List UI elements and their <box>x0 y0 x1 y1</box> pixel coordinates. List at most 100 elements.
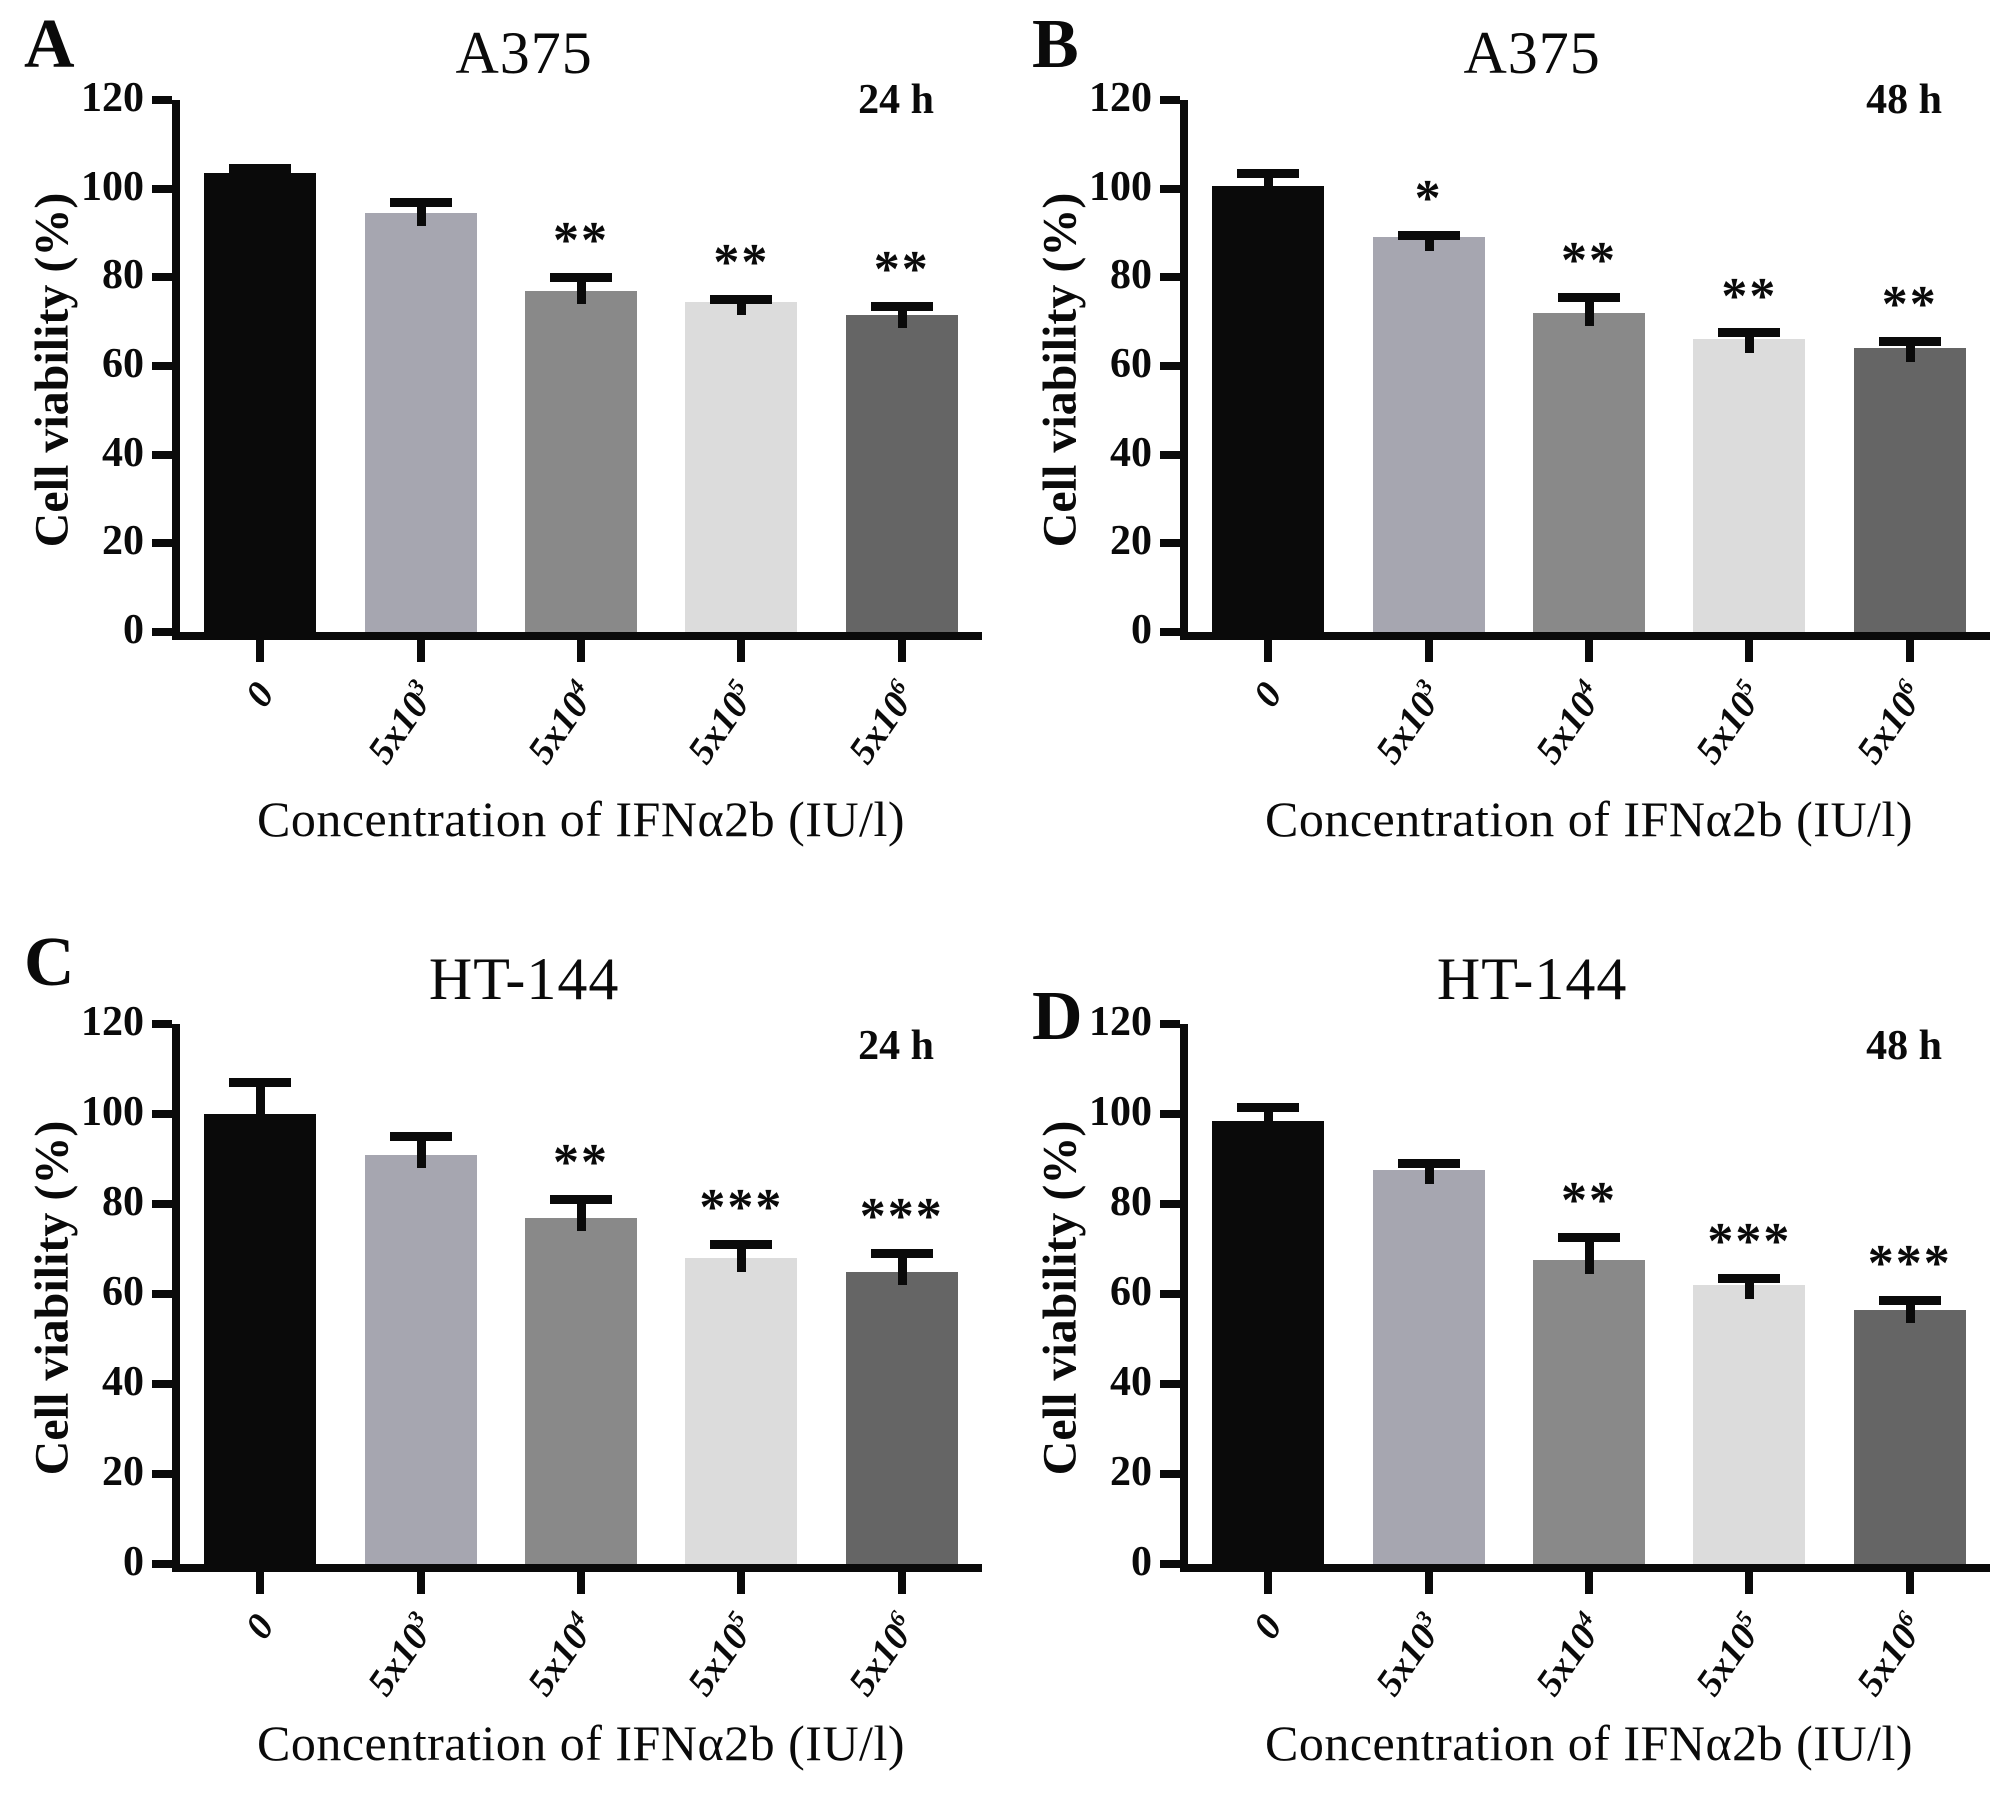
bar-5x104 <box>525 1217 637 1564</box>
y-tick-label: 0 <box>123 1539 144 1585</box>
error-bar-stem <box>1745 328 1755 353</box>
y-tick-mark <box>1160 362 1180 370</box>
y-tick-label: 0 <box>1131 1539 1152 1585</box>
y-tick-label: 120 <box>81 75 144 121</box>
y-tick-mark <box>1160 450 1180 459</box>
y-tick-mark <box>152 273 172 282</box>
significance-stars: *** <box>1707 1212 1792 1270</box>
y-tick-label: 0 <box>1131 607 1152 653</box>
y-tick-label: 40 <box>1110 429 1152 476</box>
error-bar-cap <box>870 301 933 311</box>
y-tick-mark <box>1160 1200 1180 1209</box>
time-label: 24 h <box>858 1023 934 1069</box>
x-tick-mark <box>1585 640 1593 662</box>
y-tick-mark <box>152 1380 172 1389</box>
y-tick-label: 20 <box>102 518 144 565</box>
y-tick-label: 40 <box>1110 1359 1152 1406</box>
bar-5x106 <box>1853 1309 1966 1564</box>
plot-area: Concentration of IFNα2b (IU/l) 0 20 40 60 80… <box>81 77 982 847</box>
y-tick-label: 120 <box>1089 999 1152 1045</box>
error-bar-stem <box>416 197 426 227</box>
significance-stars: ** <box>873 240 930 298</box>
significance-stars: ** <box>713 234 770 292</box>
error-bar-cap <box>710 1240 773 1249</box>
x-tick-mark <box>1745 640 1754 662</box>
y-axis-label: Cell viability (%) <box>1033 1120 1087 1476</box>
error-bar-stem <box>1585 1233 1594 1274</box>
bar-5x103 <box>364 1154 477 1564</box>
x-axis-label: Concentration of IFNα2b (IU/l) <box>1264 1715 1913 1771</box>
y-tick-label: 100 <box>81 163 144 210</box>
error-bar-cap <box>1237 1102 1300 1112</box>
x-tick-mark <box>1905 640 1914 662</box>
panel-letter: C <box>24 924 75 1001</box>
bar-5x106 <box>845 1271 958 1564</box>
x-tick-mark <box>1264 1572 1273 1594</box>
error-bar-cap <box>389 1132 452 1141</box>
x-tick-mark <box>737 1572 746 1594</box>
y-tick-mark <box>1160 539 1180 548</box>
panel-a: A A375 24 h Cell viability (%) Concentra… <box>0 0 1008 900</box>
y-tick-label: 100 <box>1089 163 1152 210</box>
error-bar-stem <box>577 1195 586 1231</box>
error-bar-stem <box>737 295 747 316</box>
y-tick-mark <box>1160 96 1180 104</box>
y-tick-mark <box>152 539 172 548</box>
y-tick-mark <box>152 1020 172 1028</box>
y-tick-mark <box>152 1560 172 1568</box>
error-bar-stem <box>1585 292 1594 327</box>
error-bar-cap <box>710 295 773 305</box>
error-bar-stem <box>1264 168 1274 200</box>
bar-5x103 <box>364 213 477 632</box>
significance-stars: * <box>1414 170 1443 227</box>
x-tick-mark <box>737 640 746 662</box>
time-label: 48 h <box>1866 77 1942 123</box>
bar-5x103 <box>1372 237 1485 632</box>
y-tick-mark <box>1160 1380 1180 1389</box>
y-tick-label: 60 <box>1110 341 1152 387</box>
error-bar-stem <box>416 1132 426 1168</box>
error-bar-stem <box>897 1249 907 1285</box>
error-bar-cap <box>389 197 452 207</box>
bar-0 <box>204 173 317 632</box>
error-bar-stem <box>256 1078 266 1128</box>
panel-title: A375 <box>455 20 593 86</box>
error-bar-stem <box>1905 337 1915 362</box>
error-bar-stem <box>1905 1296 1915 1324</box>
y-tick-label: 80 <box>102 252 144 299</box>
time-label: 48 h <box>1866 1023 1942 1069</box>
y-tick-mark <box>152 184 172 193</box>
error-bar-cap <box>1397 230 1460 240</box>
y-tick-mark <box>1160 1110 1180 1118</box>
y-tick-mark <box>1160 184 1180 193</box>
error-bar-stem <box>1424 1159 1434 1184</box>
y-tick-label: 80 <box>1110 252 1152 299</box>
x-tick-mark <box>897 1572 906 1594</box>
y-tick-mark <box>152 450 172 459</box>
error-bar-stem <box>577 272 586 304</box>
y-tick-mark <box>152 1290 172 1298</box>
y-tick-label: 60 <box>102 1269 144 1315</box>
error-bar-cap <box>870 1249 933 1258</box>
y-tick-label: 40 <box>102 1359 144 1406</box>
y-axis-label: Cell viability (%) <box>1033 192 1087 548</box>
error-bar-cap <box>550 1195 612 1204</box>
x-tick-mark <box>416 640 425 662</box>
error-bar-cap <box>1718 1273 1781 1283</box>
panel-c: C HT-144 24 h Cell viability (%) Concent… <box>0 900 1008 1800</box>
error-bar-cap <box>229 1078 292 1087</box>
bar-0 <box>204 1114 317 1564</box>
y-tick-mark <box>1160 273 1180 282</box>
x-axis-label: Concentration of IFNα2b (IU/l) <box>256 1715 905 1771</box>
y-tick-mark <box>152 1470 172 1479</box>
significance-stars: *** <box>859 1188 944 1246</box>
y-tick-label: 0 <box>123 607 144 653</box>
x-tick-mark <box>256 640 265 662</box>
panel-b: B A375 48 h Cell viability (%) Concentra… <box>1008 0 2016 900</box>
y-tick-label: 20 <box>1110 518 1152 565</box>
y-tick-mark <box>152 1200 172 1209</box>
error-bar-cap <box>229 164 292 174</box>
y-tick-mark <box>1160 1290 1180 1298</box>
y-tick-mark <box>1160 1560 1180 1568</box>
bar-0 <box>1212 1120 1325 1564</box>
